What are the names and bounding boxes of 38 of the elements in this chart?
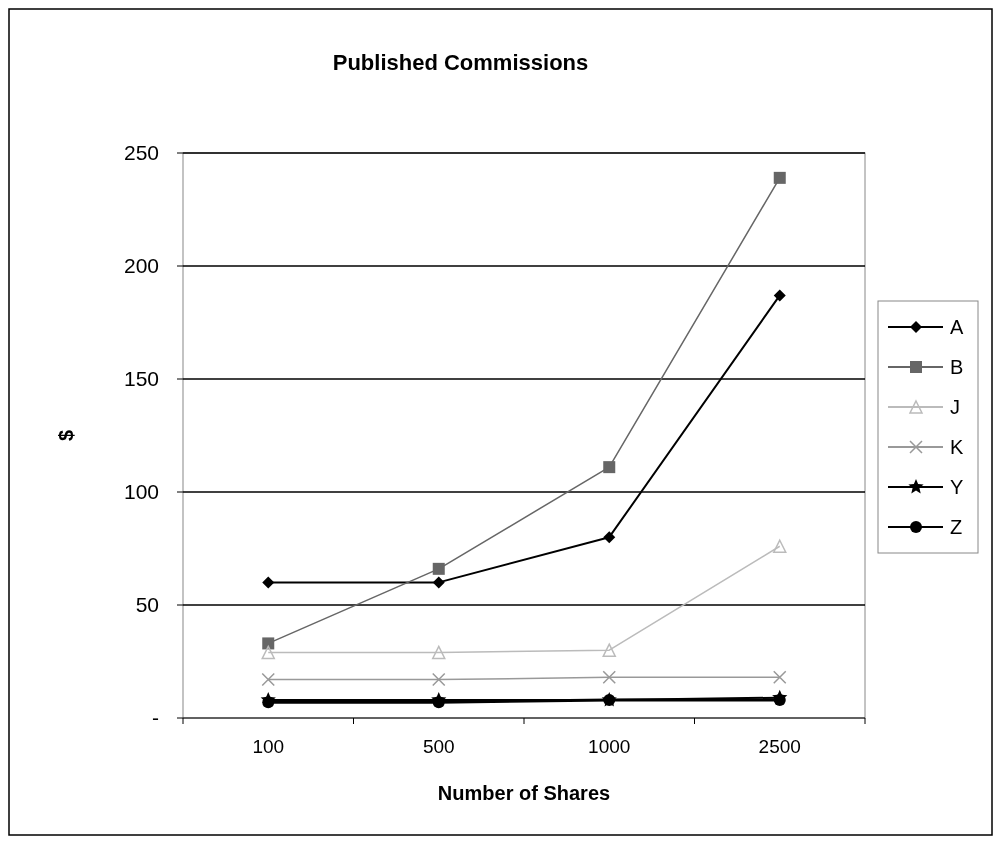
y-tick-label: - [152, 706, 159, 730]
legend-label: Z [950, 516, 963, 538]
point [432, 576, 445, 589]
x-axis-title: Number of Shares [437, 782, 611, 804]
y-tick-label: 50 [135, 593, 159, 617]
point [261, 645, 275, 660]
point [432, 645, 446, 660]
point [602, 670, 616, 685]
legend-label: B [950, 356, 964, 378]
x-tick-label: 2500 [758, 736, 801, 757]
y-tick-label: 150 [123, 367, 159, 391]
point [603, 461, 616, 474]
y-tick-label: 200 [123, 254, 159, 278]
point [432, 672, 446, 687]
point [432, 696, 445, 709]
point [432, 562, 445, 575]
y-tick-label: 100 [123, 480, 159, 504]
legend-label: A [950, 316, 964, 338]
point [602, 643, 616, 657]
y-tick-label: 250 [123, 141, 159, 165]
legend-label: Y [950, 476, 964, 498]
point [603, 531, 616, 544]
chart-title: Published Commissions [332, 50, 589, 75]
legend-label: K [950, 436, 964, 458]
point [773, 670, 787, 685]
legend-label: J [950, 396, 960, 418]
point [262, 637, 275, 650]
y-axis-title: $ [55, 429, 77, 442]
x-tick-label: 1000 [588, 736, 631, 757]
point [773, 289, 786, 302]
point [261, 672, 275, 687]
x-tick-label: 500 [422, 736, 455, 757]
point [262, 696, 275, 709]
point [773, 693, 786, 706]
point [262, 576, 275, 589]
point [773, 171, 786, 184]
x-tick-label: 100 [252, 736, 285, 757]
point [773, 539, 787, 553]
